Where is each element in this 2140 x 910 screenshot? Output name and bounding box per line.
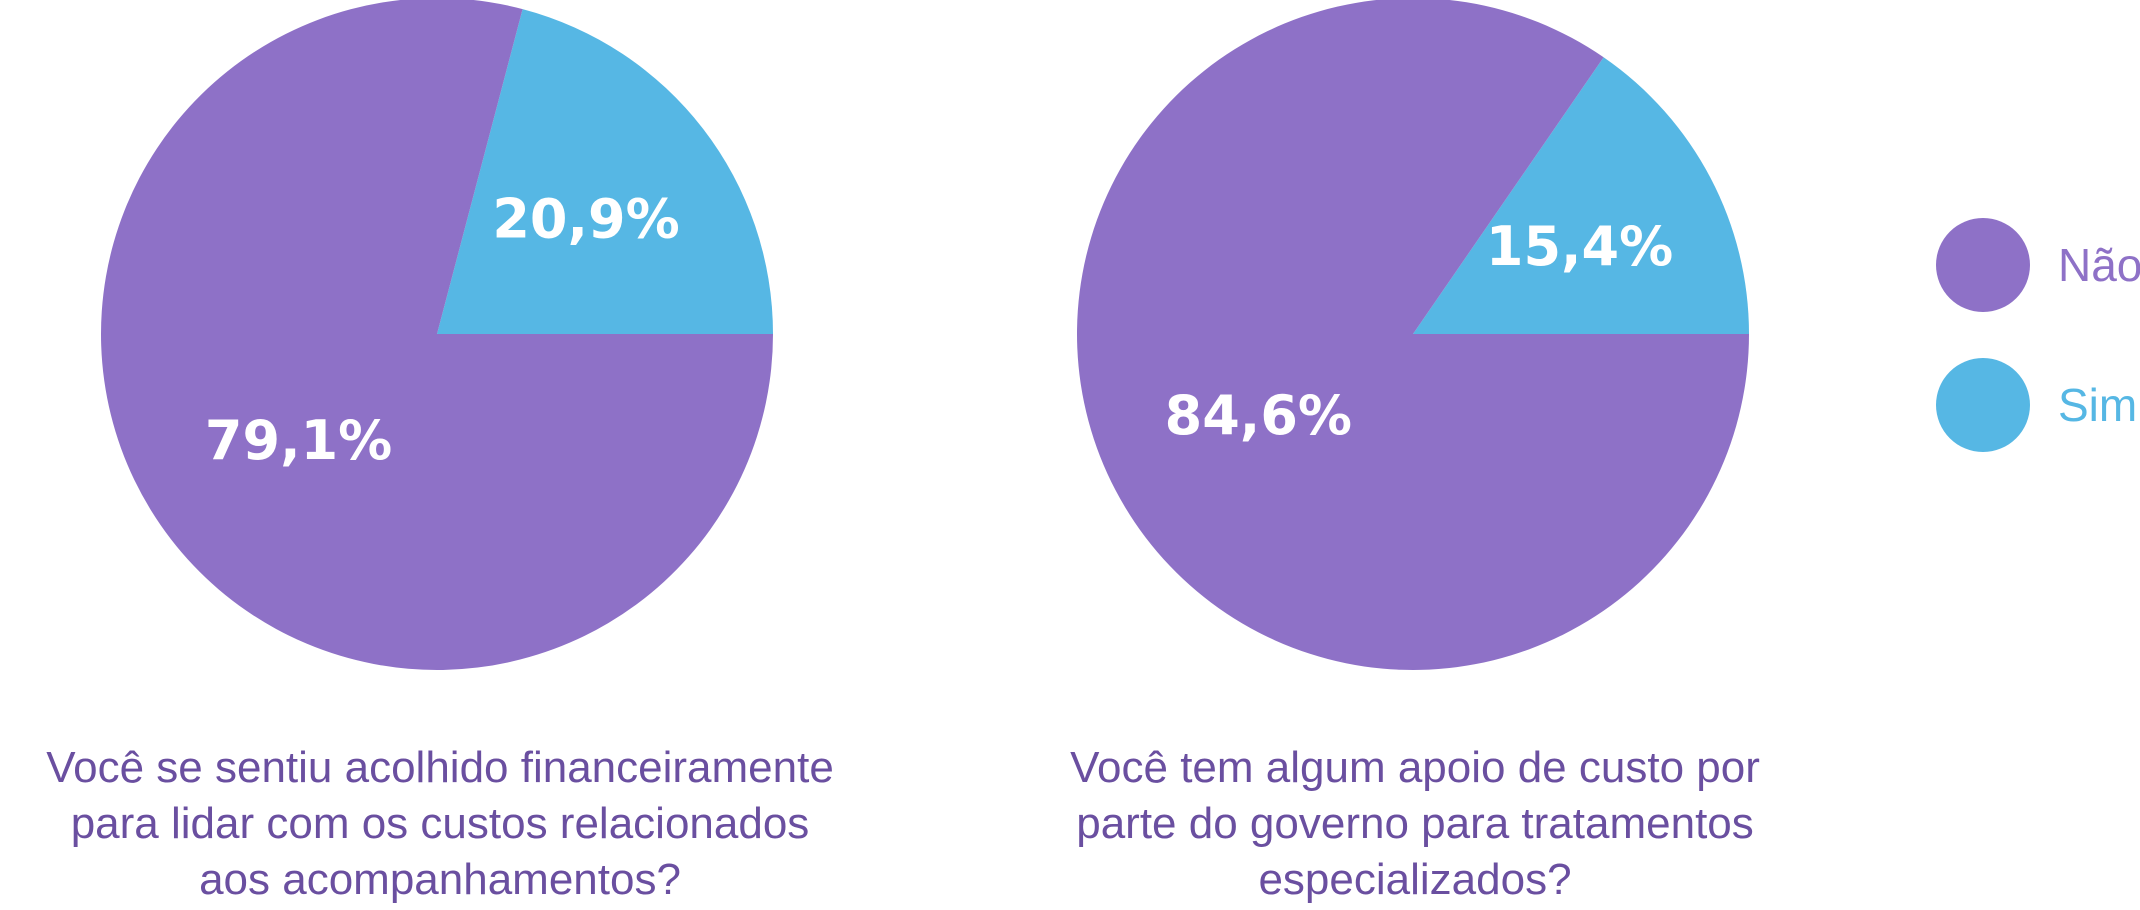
legend-label-sim: Sim [2058,379,2138,431]
chart-1-caption-line-3: aos acompanhamentos? [199,855,681,904]
pie-1-slice-sim [437,9,773,335]
pie-2-slice-sim [1413,57,1749,334]
pie-1-label-sim: 20,9% [492,188,679,251]
pie-chart-1: 20,9% 79,1% [101,0,773,670]
pie-chart-2: 15,4% 84,6% [1077,0,1749,670]
legend-item-sim: Sim [1936,358,2137,452]
chart-1-caption: Você se sentiu acolhido financeiramente … [0,740,880,908]
pie-1-slice-nao [101,0,773,670]
chart-2-caption-line-1: Você tem algum apoio de custo por [1070,743,1760,792]
legend-swatch-nao [1936,218,2030,312]
legend-item-nao: Não [1936,218,2140,312]
pie-1-label-nao: 79,1% [205,409,392,472]
chart-2-caption-line-2: parte do governo para tratamentos [1076,799,1754,848]
chart-1-caption-line-2: para lidar com os custos relacionados [70,799,810,848]
pie-2-slice-nao [1077,0,1749,670]
pie-2-label-sim: 15,4% [1486,215,1673,278]
pie-2-label-nao: 84,6% [1165,384,1352,447]
legend-label-nao: Não [2058,239,2140,291]
chart-2-caption-line-3: especializados? [1258,855,1572,904]
legend-swatch-sim [1936,358,2030,452]
chart-1-caption-line-1: Você se sentiu acolhido financeiramente [46,743,834,792]
chart-2-caption: Você tem algum apoio de custo por parte … [975,740,1855,908]
